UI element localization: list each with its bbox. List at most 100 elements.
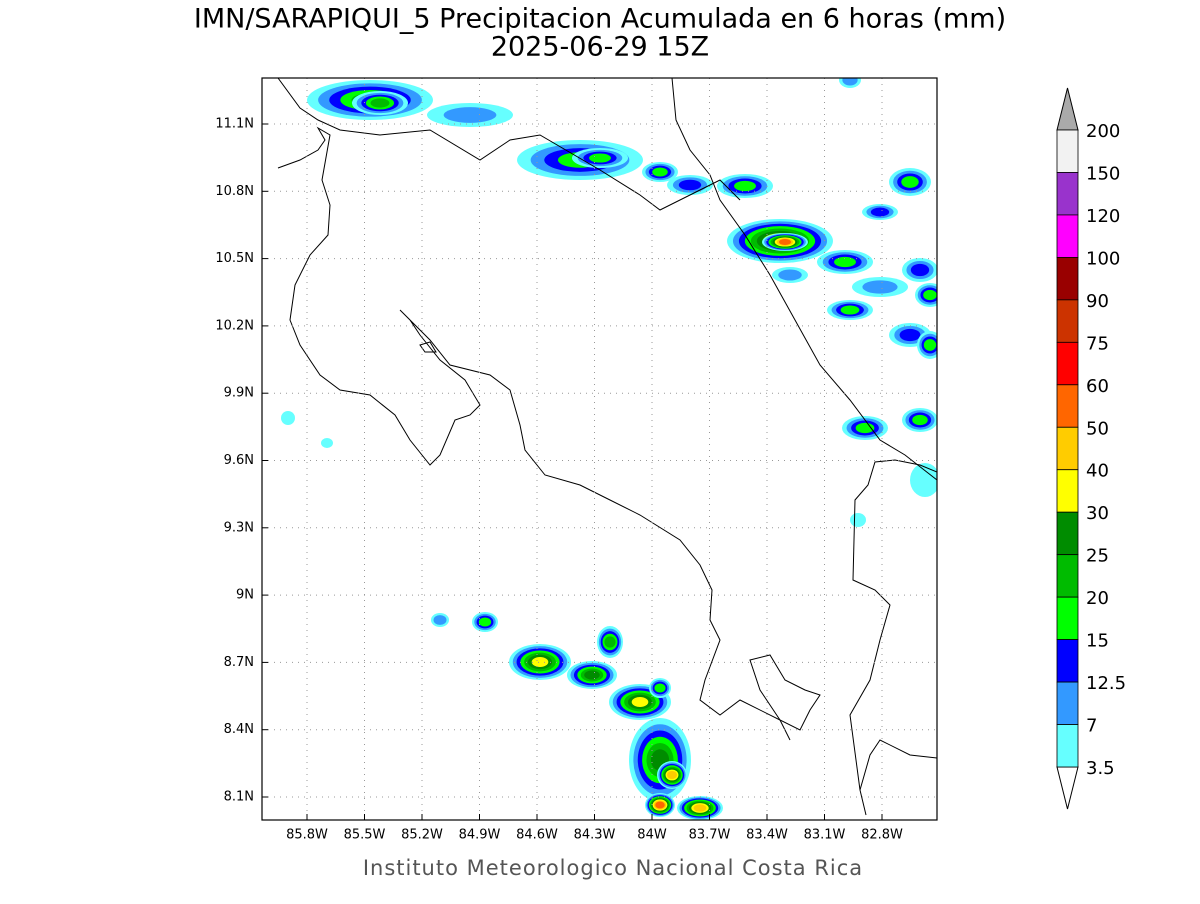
rain-cell bbox=[531, 656, 549, 668]
rain-cell bbox=[478, 617, 492, 627]
rain-cell bbox=[840, 305, 860, 315]
rain-cell bbox=[834, 256, 856, 268]
rain-cell bbox=[901, 176, 919, 188]
rain-cell bbox=[584, 670, 600, 680]
y-tick-label: 9N bbox=[236, 588, 254, 603]
coastline bbox=[859, 739, 937, 816]
colorbar-over bbox=[1056, 87, 1079, 131]
rain-cell bbox=[693, 804, 707, 812]
colorbar-under bbox=[1056, 766, 1079, 810]
rain-cell bbox=[370, 98, 390, 108]
colorbar-label: 12.5 bbox=[1086, 673, 1126, 694]
rain-cell bbox=[855, 422, 875, 434]
x-tick-label: 83.7W bbox=[689, 828, 731, 843]
x-tick-label: 85.5W bbox=[344, 828, 386, 843]
colorbar-label: 150 bbox=[1086, 163, 1120, 184]
colorbar-label: 120 bbox=[1086, 206, 1120, 227]
rain-cell bbox=[923, 289, 937, 301]
x-tick-label: 82.8W bbox=[861, 828, 903, 843]
rain-cell bbox=[652, 167, 668, 177]
rain-cell bbox=[654, 683, 666, 693]
colorbar-label: 30 bbox=[1086, 503, 1109, 524]
colorbar-box bbox=[1056, 511, 1079, 556]
x-tick-label: 84W bbox=[637, 828, 667, 843]
rain-cell bbox=[842, 78, 858, 86]
coastline bbox=[849, 459, 937, 791]
rain-cell bbox=[443, 107, 497, 123]
y-tick-label: 8.7N bbox=[224, 655, 254, 670]
rain-cell bbox=[655, 801, 665, 809]
colorbar-label: 100 bbox=[1086, 248, 1120, 269]
colorbar-label: 50 bbox=[1086, 418, 1109, 439]
x-tick-label: 85.8W bbox=[286, 828, 328, 843]
x-tick-label: 83.1W bbox=[804, 828, 846, 843]
rain-cell bbox=[912, 414, 928, 426]
coastline bbox=[419, 341, 437, 353]
colorbar-box bbox=[1056, 469, 1079, 513]
y-tick-label: 9.6N bbox=[224, 453, 254, 468]
y-tick-label: 10.5N bbox=[215, 251, 254, 266]
rain-cell bbox=[910, 463, 937, 497]
rain-cell bbox=[923, 339, 937, 351]
y-tick-label: 10.8N bbox=[215, 184, 254, 199]
rain-cell bbox=[734, 180, 756, 192]
colorbar-box bbox=[1056, 596, 1079, 641]
coastline bbox=[749, 654, 821, 731]
colorbar-label: 25 bbox=[1086, 546, 1109, 567]
y-tick-label: 10.2N bbox=[215, 318, 254, 333]
x-tick-label: 84.3W bbox=[574, 828, 616, 843]
rain-cell bbox=[678, 179, 702, 191]
colorbar-box bbox=[1056, 129, 1079, 173]
colorbar-label: 200 bbox=[1086, 121, 1120, 142]
colorbar-box bbox=[1056, 256, 1079, 301]
colorbar-box bbox=[1056, 724, 1079, 768]
colorbar-box bbox=[1056, 172, 1079, 216]
colorbar-label: 75 bbox=[1086, 333, 1109, 354]
rain-cell bbox=[850, 513, 866, 527]
rain-cell bbox=[870, 207, 890, 217]
colorbar-label: 3.5 bbox=[1086, 758, 1115, 779]
colorbar-box bbox=[1056, 639, 1079, 683]
y-tick-label: 11.1N bbox=[215, 117, 254, 132]
rain-cell bbox=[433, 615, 447, 625]
colorbar-label: 90 bbox=[1086, 291, 1109, 312]
x-tick-label: 84.9W bbox=[459, 828, 501, 843]
y-tick-label: 8.4N bbox=[224, 722, 254, 737]
coastline bbox=[671, 78, 937, 481]
map-subtitle: 2025-06-29 15Z bbox=[491, 32, 709, 63]
colorbar-label: 20 bbox=[1086, 588, 1109, 609]
y-tick-label: 9.3N bbox=[224, 520, 254, 535]
colorbar-box bbox=[1056, 554, 1079, 598]
footer: Instituto Meteorologico Nacional Costa R… bbox=[363, 856, 863, 880]
colorbar-box bbox=[1056, 426, 1079, 471]
rain-cell bbox=[778, 269, 802, 281]
coastline bbox=[277, 78, 741, 211]
colorbar-label: 40 bbox=[1086, 461, 1109, 482]
rain-cell bbox=[321, 438, 333, 448]
rain-cell bbox=[862, 280, 898, 294]
rain-cell bbox=[779, 238, 791, 246]
rain-cell bbox=[281, 411, 295, 425]
rain-cell bbox=[910, 263, 930, 277]
rain-cell bbox=[899, 328, 921, 342]
y-tick-label: 9.9N bbox=[224, 386, 254, 401]
rain-cell bbox=[631, 696, 649, 708]
colorbar-box bbox=[1056, 299, 1079, 343]
colorbar-box bbox=[1056, 341, 1079, 386]
rain-cell bbox=[604, 636, 616, 648]
colorbar-label: 15 bbox=[1086, 631, 1109, 652]
y-tick-label: 8.1N bbox=[224, 790, 254, 805]
map-title: IMN/SARAPIQUI_5 Precipitacion Acumulada … bbox=[194, 4, 1006, 35]
coastline bbox=[277, 126, 791, 741]
precipitation-field bbox=[281, 78, 937, 820]
x-tick-label: 84.6W bbox=[516, 828, 558, 843]
colorbar-box bbox=[1056, 384, 1079, 428]
colorbar: 200 150 120 100 90 75 60 50 40 30 25 20 15 12.5 7 3.5 bbox=[1056, 87, 1126, 810]
coastlines bbox=[277, 78, 937, 816]
rain-cell bbox=[589, 153, 611, 163]
colorbar-label: 7 bbox=[1086, 716, 1097, 737]
colorbar-box bbox=[1056, 214, 1079, 258]
colorbar-box bbox=[1056, 681, 1079, 725]
x-tick-label: 83.4W bbox=[746, 828, 788, 843]
